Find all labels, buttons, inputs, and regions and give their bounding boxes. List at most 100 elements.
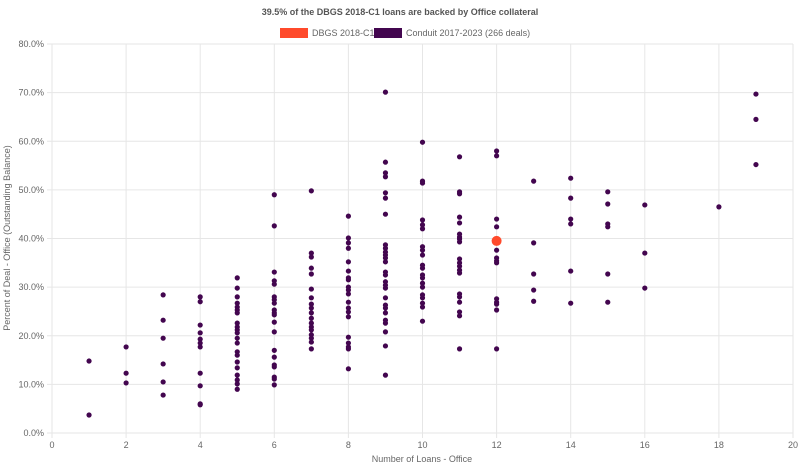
- conduit-point: [308, 286, 314, 292]
- conduit-point: [234, 300, 240, 306]
- conduit-point: [271, 376, 277, 382]
- conduit-point: [345, 291, 351, 297]
- conduit-point: [642, 285, 648, 291]
- conduit-point: [308, 305, 314, 311]
- conduit-point: [271, 312, 277, 318]
- conduit-point: [345, 299, 351, 305]
- conduit-point: [345, 314, 351, 320]
- conduit-point: [234, 294, 240, 300]
- conduit-point: [419, 284, 426, 290]
- conduit-point: [382, 255, 389, 261]
- x-tick-label: 12: [492, 440, 502, 450]
- conduit-point: [753, 116, 759, 122]
- conduit-point: [86, 358, 92, 364]
- conduit-point: [419, 300, 426, 306]
- conduit-point: [234, 310, 240, 316]
- conduit-point: [271, 300, 277, 306]
- y-tick-label: 50.0%: [18, 185, 44, 195]
- conduit-point: [382, 329, 389, 335]
- conduit-point: [345, 268, 351, 274]
- conduit-point: [382, 372, 389, 378]
- conduit-point: [419, 252, 426, 258]
- conduit-point: [308, 271, 314, 277]
- conduit-point: [234, 372, 240, 378]
- y-tick-label: 20.0%: [18, 331, 44, 341]
- conduit-point: [456, 191, 463, 197]
- conduit-point: [419, 247, 426, 253]
- conduit-point: [382, 195, 389, 201]
- conduit-point: [160, 379, 166, 385]
- conduit-point: [345, 287, 351, 293]
- conduit-point: [271, 192, 277, 198]
- conduit-point: [271, 382, 277, 388]
- conduit-point: [308, 265, 314, 271]
- conduit-point: [308, 250, 314, 256]
- conduit-point: [753, 91, 759, 97]
- x-tick-label: 6: [272, 440, 277, 450]
- conduit-point: [197, 299, 203, 305]
- conduit-point: [308, 310, 314, 316]
- conduit-point: [197, 294, 203, 300]
- conduit-point: [531, 271, 537, 277]
- conduit-point: [234, 320, 240, 326]
- conduit-point: [419, 226, 426, 232]
- conduit-point: [234, 330, 240, 336]
- legend: DBGS 2018-C1 Conduit 2017-2023 (266 deals…: [280, 28, 530, 38]
- conduit-point: [197, 370, 203, 376]
- conduit-point: [234, 359, 240, 365]
- conduit-point: [531, 240, 537, 246]
- conduit-point: [382, 174, 389, 180]
- legend-swatch: [280, 28, 308, 38]
- conduit-point: [345, 245, 351, 251]
- x-tick-label: 18: [714, 440, 724, 450]
- y-tick-label: 80.0%: [18, 39, 44, 49]
- conduit-point: [234, 352, 240, 358]
- conduit-point: [234, 386, 240, 392]
- conduit-point: [234, 275, 240, 281]
- conduit-point: [197, 322, 203, 328]
- conduit-point: [494, 260, 500, 266]
- conduit-point: [605, 224, 611, 230]
- conduit-point: [234, 335, 240, 341]
- conduit-point: [531, 287, 537, 293]
- conduit-point: [197, 340, 203, 346]
- conduit-point: [234, 285, 240, 291]
- conduit-point: [419, 139, 426, 145]
- conduit-point: [494, 346, 500, 352]
- conduit-point: [308, 315, 314, 321]
- y-axis-label: Percent of Deal - Office (Outstanding Ba…: [2, 145, 12, 330]
- conduit-point: [234, 377, 240, 383]
- conduit-point: [642, 202, 648, 208]
- conduit-point: [234, 365, 240, 371]
- conduit-point: [308, 295, 314, 301]
- conduit-point: [271, 364, 277, 370]
- conduit-point: [160, 317, 166, 323]
- conduit-point: [419, 275, 426, 281]
- conduit-point: [419, 217, 426, 223]
- conduit-point: [382, 89, 389, 95]
- conduit-point: [494, 148, 500, 154]
- y-tick-label: 30.0%: [18, 282, 44, 292]
- conduit-point: [382, 295, 389, 301]
- conduit-point: [568, 216, 574, 222]
- conduit-point: [605, 299, 611, 305]
- y-tick-label: 40.0%: [18, 234, 44, 244]
- data-points: [86, 89, 759, 418]
- conduit-point: [345, 259, 351, 265]
- conduit-point: [642, 250, 648, 256]
- conduit-point: [197, 330, 203, 336]
- x-tick-label: 16: [640, 440, 650, 450]
- conduit-point: [308, 301, 314, 307]
- conduit-point: [271, 269, 277, 275]
- x-tick-label: 20: [788, 440, 798, 450]
- legend-swatch: [374, 28, 402, 38]
- conduit-point: [382, 310, 389, 316]
- conduit-point: [86, 412, 92, 418]
- axis-ticks: 0 2 4 6 8 10 12 14 16 18 20 0.0% 10.0% 20.0% 30.0% 40.0…: [18, 39, 798, 450]
- conduit-point: [345, 346, 351, 352]
- conduit-point: [456, 299, 463, 305]
- conduit-point: [308, 320, 314, 326]
- conduit-point: [382, 190, 389, 196]
- conduit-point: [345, 235, 351, 241]
- legend-label: Conduit 2017-2023 (266 deals): [406, 28, 530, 38]
